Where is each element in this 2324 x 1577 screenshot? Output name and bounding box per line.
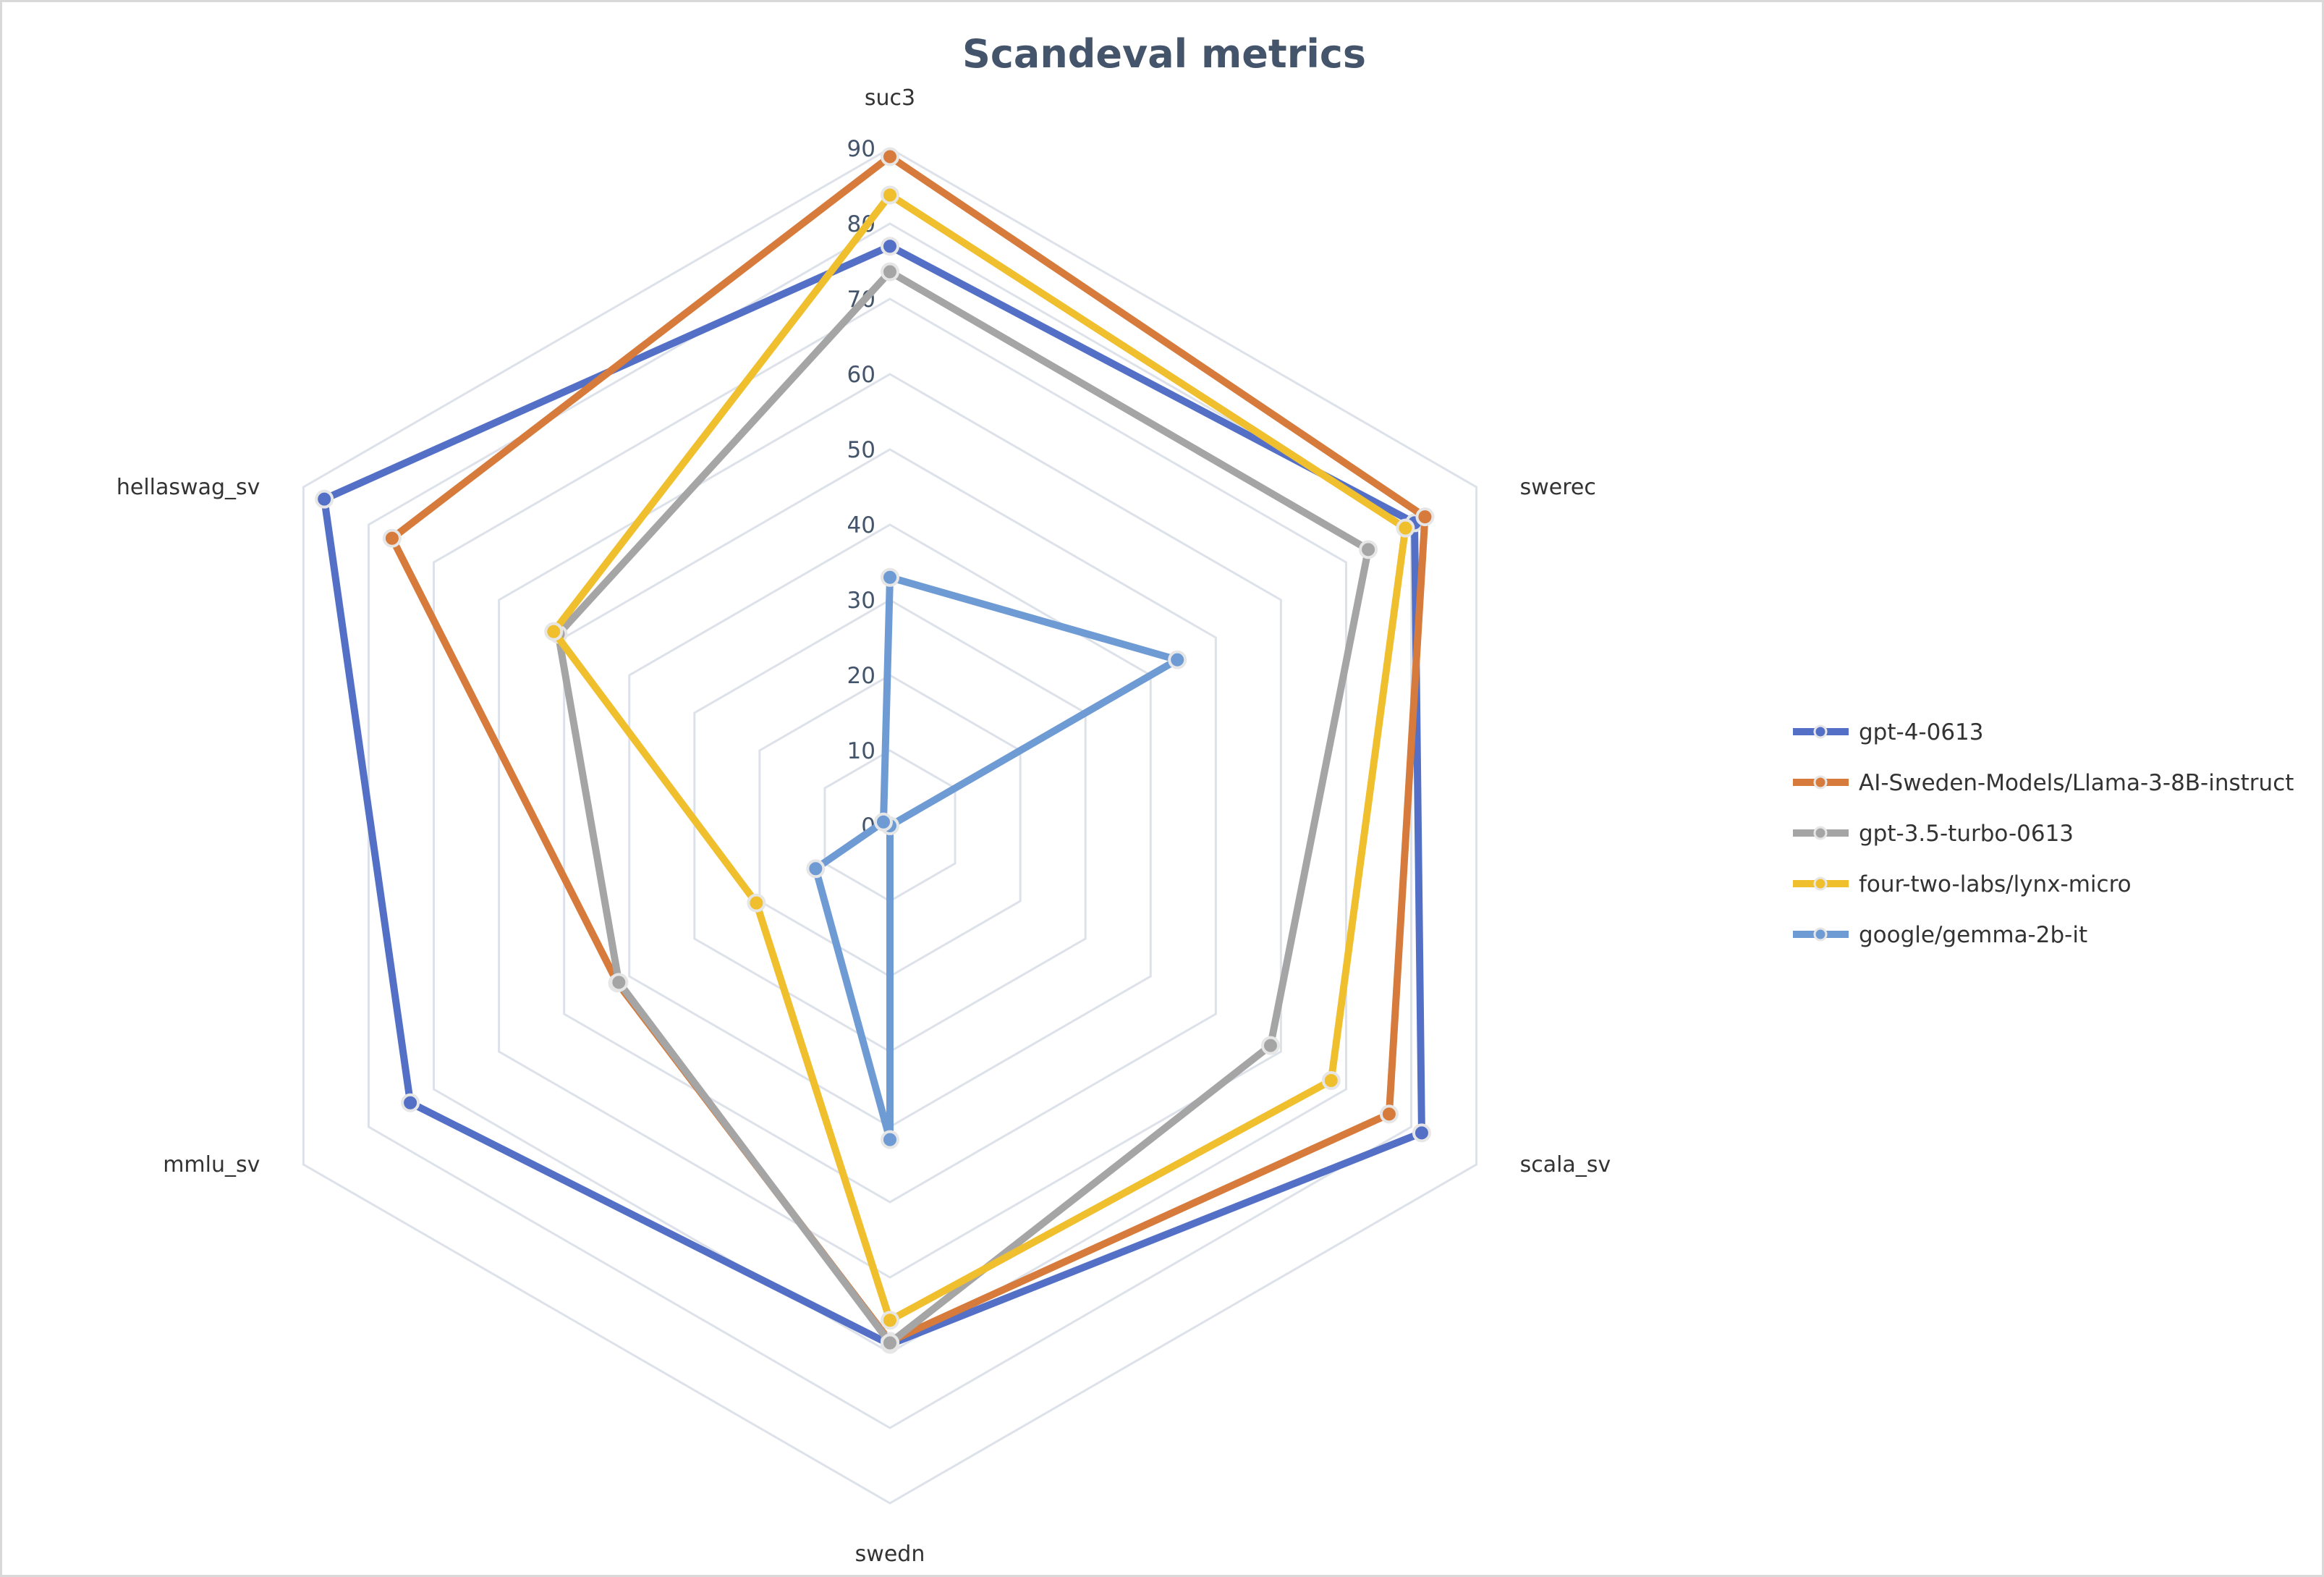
legend: gpt-4-0613 AI-Sweden-Models/Llama-3-8B-in… [1793,719,2294,948]
legend-marker [1813,876,1828,891]
series-line [387,152,1429,1346]
data-point [1396,518,1415,538]
series-google-gemma-2b-it [806,567,1187,1149]
tick-label: 20 [847,663,875,689]
legend-item: google/gemma-2b-it [1793,922,2087,948]
chart-title: Scandeval metrics [962,31,1366,77]
data-point [382,528,402,548]
data-point [1260,1036,1280,1055]
data-point [881,1333,899,1353]
legend-label: four-two-labs/lynx-micro [1859,871,2132,897]
legend-label: AI-Sweden-Models/Llama-3-8B-instruct [1859,770,2294,796]
axis-label-swerec: swerec [1520,475,1596,500]
legend-label: gpt-4-0613 [1859,719,1984,745]
data-point [747,893,766,913]
data-point [881,147,899,166]
tick-label: 30 [847,588,875,614]
series-group [315,147,1435,1354]
tick-label: 60 [847,362,875,388]
axis-label-scala_sv: scala_sv [1520,1152,1611,1178]
data-point [881,1311,899,1330]
data-point [881,262,899,282]
legend-label: gpt-3.5-turbo-0613 [1859,821,2074,847]
tick-label: 40 [847,512,875,538]
axis-label-swedn: swedn [855,1542,925,1567]
data-point [1321,1071,1341,1091]
data-point [881,1130,899,1149]
axis-label-hellaswag_sv: hellaswag_sv [116,475,260,500]
data-point [881,237,899,256]
legend-label: google/gemma-2b-it [1859,922,2087,948]
legend-marker [1813,775,1828,790]
data-point [315,489,334,509]
grid-ring [302,147,1478,1505]
legend-marker [1813,927,1828,942]
legend-marker [1813,724,1828,739]
legend-marker [1813,826,1828,840]
legend-item: gpt-3.5-turbo-0613 [1793,821,2074,847]
data-point [881,567,899,587]
axis-label-mmlu_sv: mmlu_sv [163,1152,260,1178]
tick-label: 10 [847,738,875,764]
data-point [873,812,893,832]
series-line [320,242,1425,1349]
tick-label: 90 [847,136,875,162]
legend-item: four-two-labs/lynx-micro [1793,871,2132,897]
data-point [401,1093,420,1112]
data-point [881,185,899,205]
data-point [1412,1123,1431,1143]
data-point [1359,540,1378,559]
data-point [544,622,564,641]
axis-label-suc3: suc3 [865,85,915,111]
data-point [1415,507,1435,527]
series-four-two-labs-lynx-micro [544,185,1415,1330]
data-point [1379,1104,1399,1124]
data-point [1168,650,1187,669]
grid-ring [498,373,1282,1279]
tick-label: 50 [847,437,875,463]
legend-item: gpt-4-0613 [1793,719,1984,745]
legend-item: AI-Sweden-Models/Llama-3-8B-instruct [1793,770,2294,796]
data-point [806,859,826,879]
data-point [609,973,629,992]
